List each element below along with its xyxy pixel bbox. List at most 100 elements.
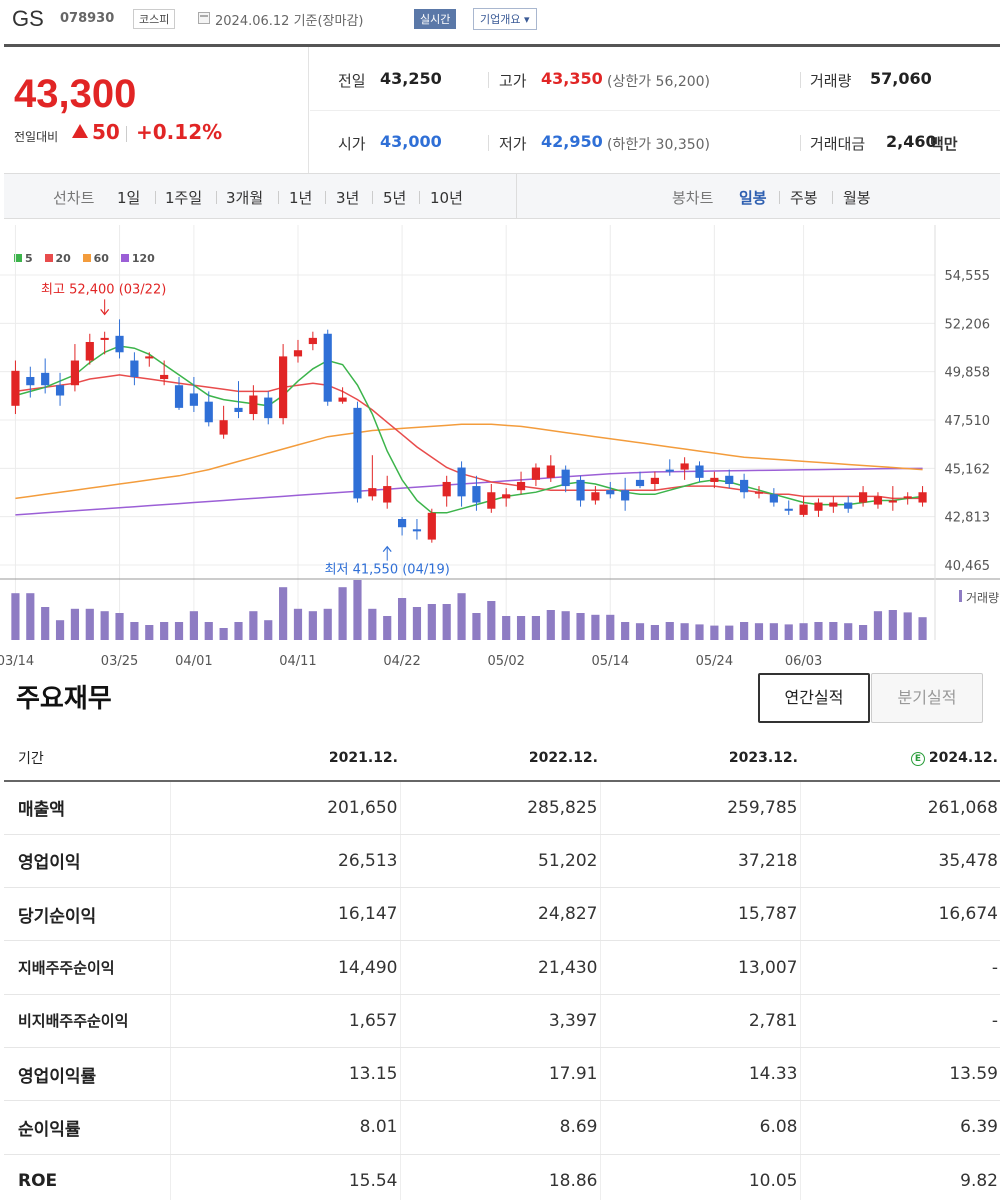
tab-10y[interactable]: 10년: [430, 189, 463, 207]
volume-bar: [754, 623, 764, 640]
market-badge: 코스피: [133, 9, 176, 29]
volume-legend-swatch: [959, 590, 962, 602]
legend-item: 120: [120, 252, 155, 265]
annual-results-button[interactable]: 연간실적: [758, 673, 870, 723]
volume-bar: [249, 611, 258, 640]
low-label: 저가: [499, 135, 527, 153]
table-cell: 8.69: [399, 1100, 600, 1155]
company-name: GS: [12, 6, 44, 31]
candle-chart-label: 봉차트: [672, 189, 714, 207]
volume-bar: [41, 607, 50, 640]
volume-bar: [725, 625, 734, 640]
tab-1y[interactable]: 1년: [289, 189, 313, 207]
row-label: 영업이익: [4, 834, 170, 889]
volume-bar: [502, 616, 511, 640]
candle-body: [145, 356, 154, 359]
volume-bar: [368, 608, 377, 640]
volume-bar: [665, 622, 674, 640]
candle-body: [160, 374, 169, 380]
legend-item: 60: [82, 252, 109, 265]
row-label: 당기순이익: [4, 887, 170, 942]
volume-bar: [814, 622, 823, 640]
candle-body: [383, 486, 392, 503]
volume-bar: [70, 608, 80, 640]
volume-bar: [234, 622, 243, 640]
open-label: 시가: [338, 135, 366, 153]
divider: [155, 191, 156, 204]
tab-3m[interactable]: 3개월: [226, 189, 264, 207]
x-tick-label: 05/24: [696, 654, 733, 669]
candle-body: [531, 467, 541, 480]
volume-bar: [546, 610, 555, 640]
tab-1d[interactable]: 1일: [117, 189, 141, 207]
divider: [488, 135, 489, 151]
table-cell: 1,657: [169, 994, 400, 1048]
company-overview-dropdown[interactable]: 기업개요 ▾: [473, 8, 537, 30]
change-percent: +0.12%: [136, 120, 223, 144]
table-cell: 14,490: [169, 940, 400, 995]
table-cell: 16,147: [169, 887, 400, 942]
table-cell: 21,430: [399, 940, 600, 995]
low-annotation: 최저 41,550 (04/19): [325, 563, 450, 578]
volume-bar: [219, 628, 228, 640]
candle-body: [41, 372, 50, 386]
candle-body: [55, 385, 65, 396]
divider: [325, 191, 326, 204]
volume-bar: [591, 614, 600, 640]
candle-body: [873, 496, 883, 505]
candle-body: [234, 407, 243, 412]
volume-bar: [487, 601, 496, 640]
column-header: 2022.12.: [400, 735, 600, 782]
tab-5y[interactable]: 5년: [383, 189, 407, 207]
legend-swatch: [44, 254, 53, 262]
volume-bar: [323, 608, 332, 640]
candle-body: [174, 385, 184, 408]
financials-title: 주요재무: [16, 684, 112, 714]
candle-body: [457, 467, 466, 497]
quarterly-results-button[interactable]: 분기실적: [871, 673, 983, 723]
table-cell: 37,218: [599, 834, 800, 889]
tab-1w[interactable]: 1주일: [165, 189, 203, 207]
candle-body: [442, 481, 451, 497]
low-arrow-head: [382, 545, 392, 553]
y-tick-label: 49,858: [945, 366, 991, 381]
realtime-button[interactable]: 실시간: [414, 9, 457, 29]
volume-bar: [174, 622, 184, 640]
tab-monthly[interactable]: 월봉: [843, 189, 871, 207]
volume-bar: [160, 622, 169, 640]
legend-label: 20: [55, 252, 71, 265]
candle-body: [710, 477, 719, 482]
candle-body: [918, 492, 927, 503]
prev-close-label: 전일: [338, 72, 366, 90]
tab-3y[interactable]: 3년: [336, 189, 360, 207]
tab-weekly[interactable]: 주봉: [790, 189, 818, 207]
table-cell: 15.54: [169, 1154, 400, 1200]
table-cell: 13.15: [169, 1046, 400, 1102]
candlestick-chart[interactable]: 54,555 52,206 49,858 47,510 45,162 42,813 40,4…: [0, 225, 1000, 670]
candle-body: [427, 512, 436, 540]
table-cell: -: [799, 994, 1000, 1048]
volume-bar: [472, 613, 481, 640]
table-cell: 259,785: [599, 781, 800, 835]
volume-bar: [516, 616, 526, 640]
tab-daily[interactable]: 일봉: [739, 189, 767, 207]
table-row: 순이익률 8.01 8.69 6.08 6.39: [4, 1100, 1000, 1155]
upper-limit: (상한가 56,200): [607, 74, 711, 90]
candle-body: [85, 341, 94, 361]
volume-bar: [829, 622, 838, 640]
candle-body: [338, 397, 347, 402]
table-row: 매출액 201,650 285,825 259,785 261,068: [4, 781, 1000, 835]
volume-bar: [145, 625, 154, 640]
header-divider: [4, 44, 1000, 47]
candle-body: [621, 490, 630, 501]
amount-value: 2,460: [886, 132, 937, 151]
current-price: 43,300: [14, 72, 137, 116]
candle-body: [11, 370, 20, 406]
y-tick-label: 47,510: [945, 414, 991, 429]
column-header-label: 2024.12.: [928, 749, 998, 766]
x-tick-label: 05/02: [487, 654, 524, 669]
candle-body: [576, 479, 585, 501]
table-cell: 35,478: [799, 834, 1000, 889]
volume-bar: [85, 608, 94, 640]
volume-bar: [457, 593, 466, 640]
